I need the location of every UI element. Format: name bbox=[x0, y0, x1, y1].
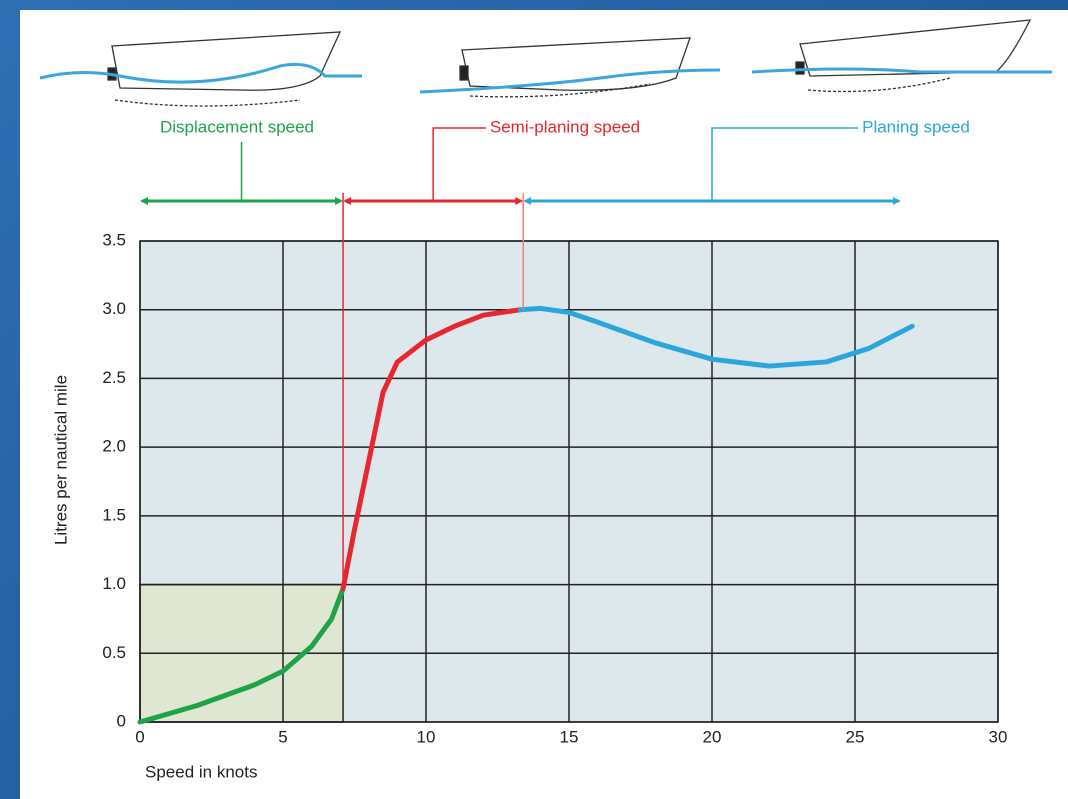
y-tick-label: 2.5 bbox=[102, 368, 126, 387]
x-tick-label: 20 bbox=[703, 727, 722, 746]
x-tick-label: 10 bbox=[417, 727, 436, 746]
zone-connector bbox=[711, 127, 859, 201]
data-line bbox=[517, 305, 915, 369]
y-tick-label: 0.5 bbox=[102, 643, 126, 662]
x-axis-label: Speed in knots bbox=[145, 762, 257, 781]
zone-label: Displacement speed bbox=[160, 117, 314, 136]
y-axis-label: Litres per nautical mile bbox=[51, 375, 70, 545]
data-line bbox=[137, 586, 346, 725]
y-tick-label: 3.0 bbox=[102, 299, 126, 318]
data-line bbox=[340, 307, 523, 592]
boat-illustrations bbox=[39, 19, 1052, 107]
zone-label: Planing speed bbox=[862, 117, 970, 136]
y-tick-label: 0 bbox=[117, 711, 126, 730]
x-tick-label: 30 bbox=[989, 727, 1008, 746]
x-tick-label: 25 bbox=[846, 727, 865, 746]
x-tick-label: 15 bbox=[560, 727, 579, 746]
x-tick-label: 0 bbox=[135, 727, 144, 746]
y-tick-label: 3.5 bbox=[102, 230, 126, 249]
y-tick-label: 1.5 bbox=[102, 505, 126, 524]
zone-label: Semi-planing speed bbox=[490, 117, 640, 136]
zone-connector bbox=[432, 127, 486, 201]
plot-frame bbox=[139, 240, 999, 723]
x-tick-label: 5 bbox=[278, 727, 287, 746]
y-tick-label: 2.0 bbox=[102, 437, 126, 456]
y-tick-label: 1.0 bbox=[102, 574, 126, 593]
